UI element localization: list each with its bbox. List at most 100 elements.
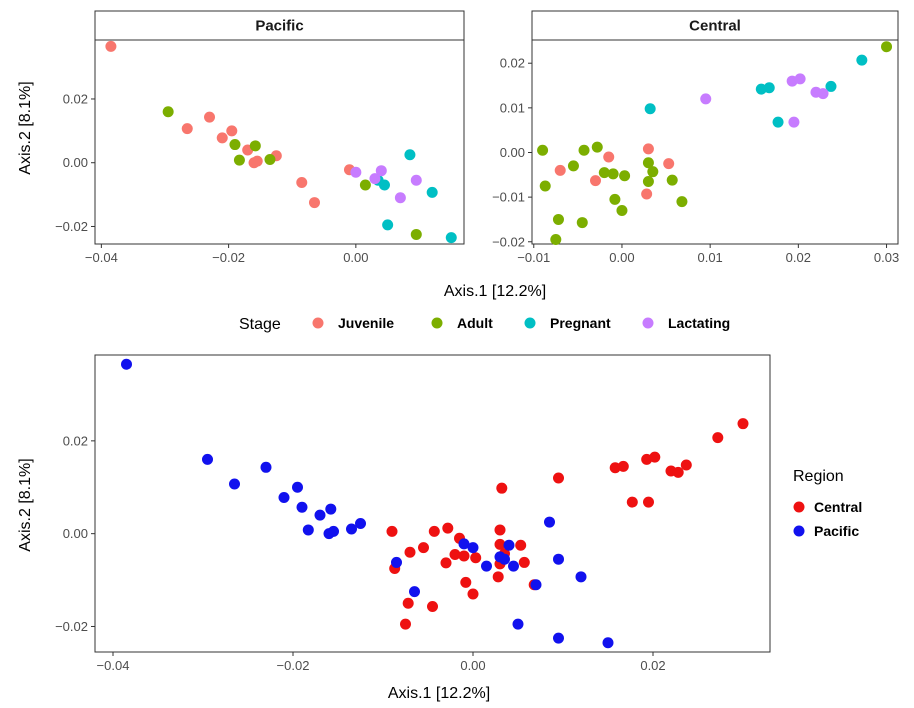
data-point (460, 576, 472, 588)
y-tick-label: 0.00 (500, 145, 525, 160)
data-point (181, 123, 193, 135)
data-point (672, 466, 684, 478)
data-point (617, 460, 629, 472)
data-point (550, 234, 562, 246)
series-pacific (121, 358, 614, 649)
data-point (375, 165, 387, 177)
data-point (378, 179, 390, 191)
data-point (512, 618, 524, 630)
region-legend: Region Central Pacific (793, 468, 862, 539)
data-point (394, 192, 406, 204)
series-pregnant (372, 149, 457, 244)
data-point (458, 538, 470, 550)
data-point (409, 586, 420, 598)
data-point (575, 571, 587, 583)
data-point (609, 193, 621, 205)
data-point (856, 54, 868, 66)
data-point (641, 188, 653, 200)
data-point (391, 556, 402, 568)
data-point (603, 151, 615, 163)
panel-central: Central−0.01 0.00 0.01 0.02 0.03−0.02−0.010.… (492, 10, 899, 265)
data-point (204, 111, 216, 123)
data-point (467, 542, 479, 554)
data-point (496, 482, 508, 494)
data-point (121, 358, 132, 370)
data-point (400, 618, 411, 630)
data-point (325, 503, 337, 515)
data-point (481, 560, 492, 572)
x-tick-label: 0.01 (697, 250, 722, 265)
data-point (553, 472, 564, 484)
x-tick-label: 0.00 (609, 250, 634, 265)
data-point (825, 80, 837, 92)
data-point (553, 553, 564, 565)
data-point (418, 542, 429, 554)
data-point (626, 496, 638, 508)
bottom-x-axis-title: Axis.1 [12.2%] (388, 685, 490, 702)
data-point (737, 418, 749, 430)
data-point (105, 40, 117, 52)
facet-strip-label: Central (689, 18, 741, 35)
legend-key-lactating (642, 317, 654, 329)
data-point (643, 496, 654, 508)
series-lactating (700, 73, 829, 128)
stage-legend-title: Stage (239, 316, 281, 333)
data-point (260, 461, 272, 473)
data-point (202, 453, 213, 465)
data-point (264, 154, 276, 166)
data-point (314, 509, 326, 521)
data-point (503, 539, 515, 551)
y-tick-label: −0.01 (492, 190, 525, 205)
data-point (700, 93, 712, 105)
x-tick-label: −0.02 (277, 658, 310, 673)
data-point (553, 632, 564, 644)
series-central (386, 418, 749, 630)
data-point (292, 481, 303, 493)
legend-label-central: Central (814, 499, 862, 515)
data-point (467, 588, 479, 600)
data-point (817, 88, 829, 100)
x-tick-label: −0.04 (85, 250, 118, 265)
top-y-axis-title: Axis.2 [8.1%] (17, 81, 34, 174)
data-point (404, 149, 416, 161)
top-x-axis-title: Axis.1 [12.2%] (444, 283, 546, 300)
data-point (445, 232, 457, 244)
panel-combined: −0.04 −0.02 0.00 0.02 −0.02 0.00 0.02 (55, 354, 771, 673)
data-point (642, 157, 654, 169)
data-point (249, 140, 261, 152)
data-point (359, 179, 371, 191)
panel-frame (94, 354, 771, 653)
data-point (607, 168, 619, 180)
y-tick-label: −0.02 (55, 219, 88, 234)
data-point (602, 637, 614, 649)
data-point (515, 539, 527, 551)
y-tick-label: −0.02 (492, 234, 525, 249)
x-tick-label: −0.02 (212, 250, 245, 265)
data-point (308, 197, 320, 209)
data-point (642, 143, 654, 155)
data-point (426, 186, 438, 198)
y-tick-label: 0.02 (500, 56, 525, 71)
data-point (494, 524, 506, 536)
bottom-y-axis-title: Axis.2 [8.1%] (17, 458, 34, 551)
legend-key-pregnant (524, 317, 536, 329)
data-point (449, 549, 461, 561)
data-point (410, 174, 422, 186)
data-point (302, 524, 314, 536)
data-point (427, 601, 438, 613)
data-point (492, 571, 504, 583)
data-point (609, 462, 621, 474)
data-point (518, 556, 530, 568)
data-point (226, 125, 238, 137)
data-point (794, 73, 806, 85)
stage-legend: Stage Juvenile Adult Pregnant Lactating (239, 315, 730, 333)
data-point (772, 116, 784, 128)
data-point (494, 538, 506, 550)
data-point (440, 557, 452, 569)
data-point (233, 154, 245, 166)
data-point (663, 158, 675, 170)
x-tick-label: −0.04 (97, 658, 130, 673)
data-point (642, 176, 654, 188)
data-point (346, 523, 357, 535)
